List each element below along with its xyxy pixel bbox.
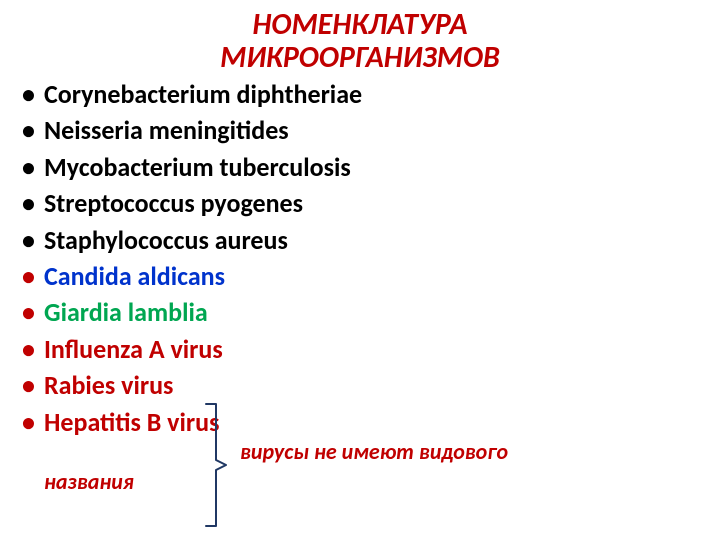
list-item-text: Staphylococcus aureus [44,224,288,256]
title-line-1: НОМЕНКЛАТУРА [252,6,467,43]
list-item: Rabies virus [22,367,720,403]
list-item-text: Rabies virus [44,369,173,401]
list-item-text: Mycobacterium tuberculosis [44,151,351,183]
organism-list: Corynebacterium diphtheriae Neisseria men… [0,76,720,440]
list-item: Streptococcus pyogenes [22,185,720,221]
list-item: Staphylococcus aureus [22,222,720,258]
list-item: Giardia lamblia [22,294,720,330]
list-item-text: Influenza A virus [44,333,223,365]
slide-title: НОМЕНКЛАТУРА МИКРООРГАНИЗМОВ [0,0,720,76]
list-item-text: Corynebacterium diphtheriae [44,78,362,110]
list-item: Candida aldicans [22,258,720,294]
bracket-annotation [204,402,228,528]
virus-note-tail: названия [44,468,134,495]
list-item-text: Candida aldicans [44,260,225,292]
list-item: Neisseria meningitides [22,112,720,148]
list-item-text: Hepatitis B virus [44,406,219,438]
list-item: Hepatitis B virus [22,404,720,440]
list-item-text: Giardia lamblia [44,296,208,328]
list-item: Corynebacterium diphtheriae [22,76,720,112]
list-item: Mycobacterium tuberculosis [22,149,720,185]
bracket-path [206,404,226,526]
list-item-text: Streptococcus pyogenes [44,187,303,219]
title-line-2: МИКРООРГАНИЗМОВ [220,39,500,76]
list-item-text: Neisseria meningitides [44,114,289,146]
virus-note: вирусы не имеют видового [240,438,680,467]
list-item: Influenza A virus [22,331,720,367]
